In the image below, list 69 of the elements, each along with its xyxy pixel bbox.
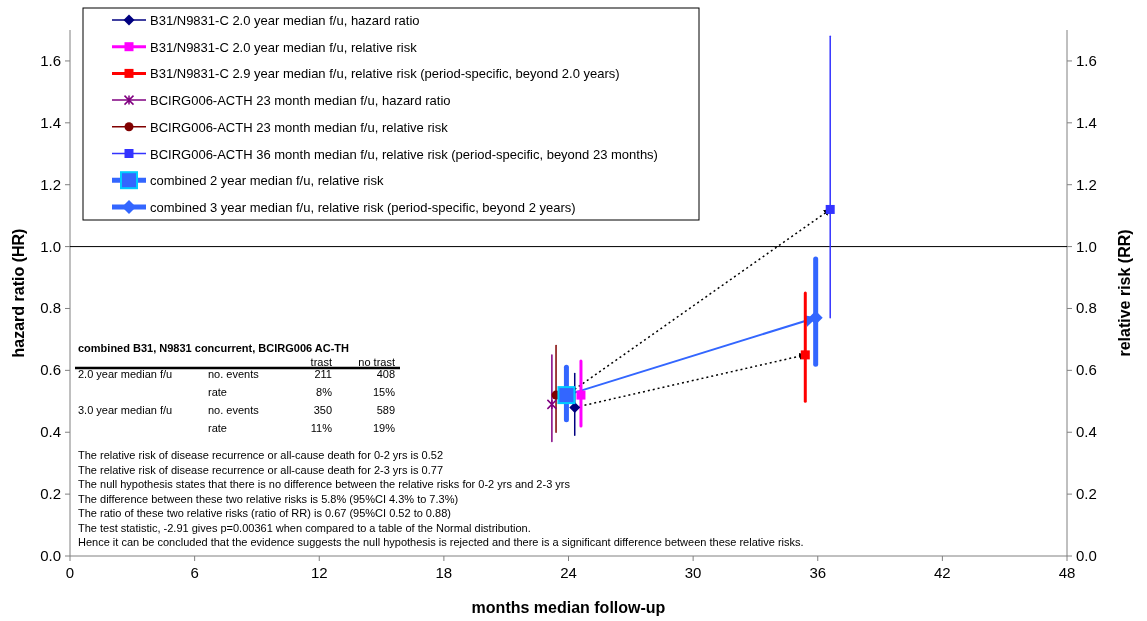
y-tick-label: 1.6 — [40, 51, 61, 69]
x-tick-label: 6 — [190, 564, 199, 581]
x-tick-label: 0 — [65, 564, 75, 581]
legend-label: combined 3 year median f/u, relative risk (period-specific, beyond 2 years) — [150, 199, 576, 215]
annotation: The null hypothesis states that there is no difference between the relative risks for 0-2 yrs and 2-3 yrs — [78, 478, 571, 490]
annotation: 3.0 year median f/u — [78, 404, 173, 416]
x-tick-label: 42 — [934, 564, 951, 581]
point — [800, 350, 810, 360]
annotation: 15% — [372, 386, 396, 398]
annotation: The relative risk of disease recurrence or all-cause death for 2-3 yrs is 0.77 — [78, 463, 443, 476]
annotation: 211 — [314, 368, 332, 380]
legend-label: BCIRG006-ACTH 23 month median f/u, hazard ratio — [150, 93, 451, 109]
y2-tick-label: 0.2 — [1076, 485, 1097, 503]
annotation: rate — [208, 386, 227, 398]
annotation: 11% — [310, 422, 333, 434]
x-tick-label: 24 — [560, 564, 577, 581]
annotation: The difference between these two relative risks is 5.8% (95%CI 4.3% to 7.3%) — [78, 492, 459, 505]
legend-label: B31/N9831-C 2.0 year median f/u, relative risk — [150, 39, 418, 55]
y-tick-label: 0.6 — [40, 361, 61, 379]
legend-label: BCIRG006-ACTH 23 month median f/u, relative risk — [150, 119, 449, 135]
annotation: 19% — [372, 422, 396, 434]
y-tick-label: 1.4 — [40, 113, 61, 131]
legend-label: B31/N9831-C 2.9 year median f/u, relative risk (period-specific, beyond 2.0 years) — [150, 66, 620, 82]
y2-tick-label: 1.2 — [1076, 175, 1097, 193]
annotation: no. events — [208, 368, 260, 380]
y2-axis-title: relative risk (RR) — [1116, 229, 1133, 357]
x-tick-label: 48 — [1058, 564, 1076, 581]
annotation: 589 — [376, 404, 395, 416]
annotation: The test statistic, -2.91 gives p=0.00361 when compared to a table of the Normal distribution. — [78, 521, 531, 534]
annotation: trast — [310, 356, 332, 368]
point — [808, 310, 823, 325]
point — [576, 390, 586, 400]
annotation: The ratio of these two relative risks (ratio of RR) is 0.67 (95%CI 0.52 to 0.88) — [78, 507, 451, 519]
y2-tick-label: 0.0 — [1076, 547, 1097, 564]
point — [825, 204, 835, 214]
annotation: combined B31, N9831 concurrent, BCIRG006 AC-TH — [78, 342, 350, 354]
annotation: The relative risk of disease recurrence or all-cause death for 0-2 yrs is 0.52 — [78, 449, 443, 461]
annotation: 350 — [313, 404, 332, 416]
point — [569, 401, 581, 413]
x-tick-label: 30 — [684, 564, 702, 581]
annotation: Hence it can be concluded that the evidence suggests the null hypothesis is rejected and there is a significant difference between these relative risks. — [78, 536, 804, 548]
annotation: no. events — [208, 404, 260, 416]
y2-tick-label: 1.6 — [1076, 51, 1097, 69]
y-tick-label: 1.2 — [40, 175, 61, 193]
y-tick-label: 0.4 — [40, 423, 61, 441]
y2-tick-label: 1.4 — [1076, 113, 1097, 131]
y2-tick-label: 0.6 — [1076, 361, 1097, 379]
y-tick-label: 0.8 — [40, 299, 61, 317]
legend-label: B31/N9831-C 2.0 year median f/u, hazard ratio — [150, 13, 420, 28]
annotation: 8% — [316, 386, 333, 398]
legend-label: BCIRG006-ACTH 36 month median f/u, relative risk (period-specific, beyond 23 months) — [150, 146, 658, 162]
x-axis-title: months median follow-up — [471, 599, 666, 616]
point — [557, 386, 576, 405]
y2-tick-label: 0.8 — [1076, 299, 1097, 317]
y-tick-label: 0.0 — [40, 547, 61, 564]
annotation: 2.0 year median f/u — [78, 368, 173, 380]
annotation: rate — [208, 422, 227, 434]
x-tick-label: 36 — [809, 564, 827, 581]
annotation: 408 — [376, 368, 395, 380]
y2-tick-label: 0.4 — [1076, 423, 1097, 441]
y-tick-label: 1.0 — [40, 237, 61, 255]
y-axis-title: hazard ratio (HR) — [10, 228, 27, 358]
y2-tick-label: 1.0 — [1076, 237, 1097, 255]
legend-label: combined 2 year median f/u, relative risk — [150, 173, 384, 189]
point — [546, 399, 558, 410]
x-tick-label: 18 — [435, 564, 453, 581]
annotation: no trast — [358, 356, 395, 368]
x-tick-label: 12 — [310, 564, 328, 581]
y-tick-label: 0.2 — [40, 485, 61, 503]
